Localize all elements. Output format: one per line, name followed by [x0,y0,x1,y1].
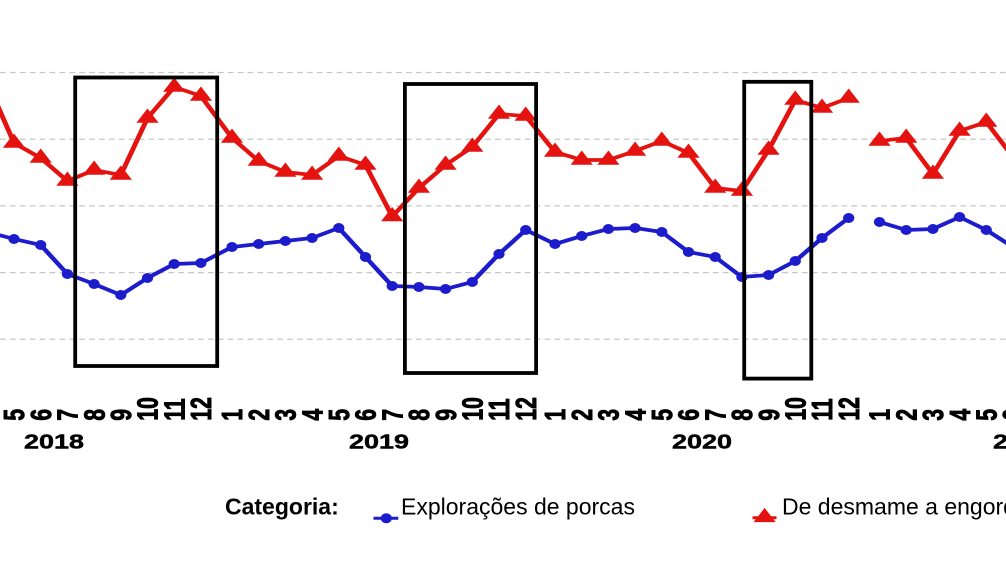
svg-text:Explorações de porcas: Explorações de porcas [401,494,635,520]
svg-text:2: 2 [244,409,276,421]
svg-text:6: 6 [998,409,1006,421]
svg-text:Categoria:: Categoria: [225,494,339,520]
svg-text:2019: 2019 [349,432,409,454]
svg-text:8: 8 [404,409,436,421]
svg-text:2: 2 [567,409,599,421]
svg-text:9: 9 [754,409,786,421]
svg-text:9: 9 [106,409,138,421]
svg-text:2: 2 [891,409,923,421]
svg-text:6: 6 [674,409,706,421]
svg-text:1: 1 [217,409,249,421]
svg-text:7: 7 [377,409,409,421]
svg-text:5: 5 [972,409,1004,421]
svg-text:2020: 2020 [672,432,732,454]
svg-text:7: 7 [53,409,85,421]
svg-text:3: 3 [594,409,626,421]
svg-text:6: 6 [351,409,383,421]
svg-text:10: 10 [781,397,813,420]
svg-text:4: 4 [620,409,652,421]
svg-text:5: 5 [647,409,679,421]
svg-text:12: 12 [186,397,218,420]
svg-text:De desmame a engorda: De desmame a engorda [782,494,1006,520]
svg-text:3: 3 [271,409,303,421]
svg-text:5: 5 [0,409,31,421]
svg-text:12: 12 [834,397,866,420]
svg-text:10: 10 [458,397,490,420]
svg-text:2021: 2021 [993,432,1006,454]
svg-text:10: 10 [133,397,165,420]
svg-text:2018: 2018 [24,432,84,454]
svg-text:11: 11 [807,398,839,420]
svg-text:12: 12 [511,397,543,420]
svg-text:11: 11 [159,398,191,420]
svg-text:8: 8 [727,409,759,421]
svg-text:9: 9 [431,409,463,421]
svg-text:7: 7 [700,409,732,421]
svg-text:4: 4 [945,409,977,421]
svg-text:1: 1 [865,409,897,421]
svg-text:4: 4 [297,409,329,421]
svg-text:5: 5 [324,409,356,421]
svg-text:6: 6 [26,409,58,421]
svg-text:3: 3 [918,409,950,421]
svg-text:1: 1 [540,409,572,421]
svg-text:11: 11 [484,398,516,420]
svg-text:8: 8 [79,409,111,421]
